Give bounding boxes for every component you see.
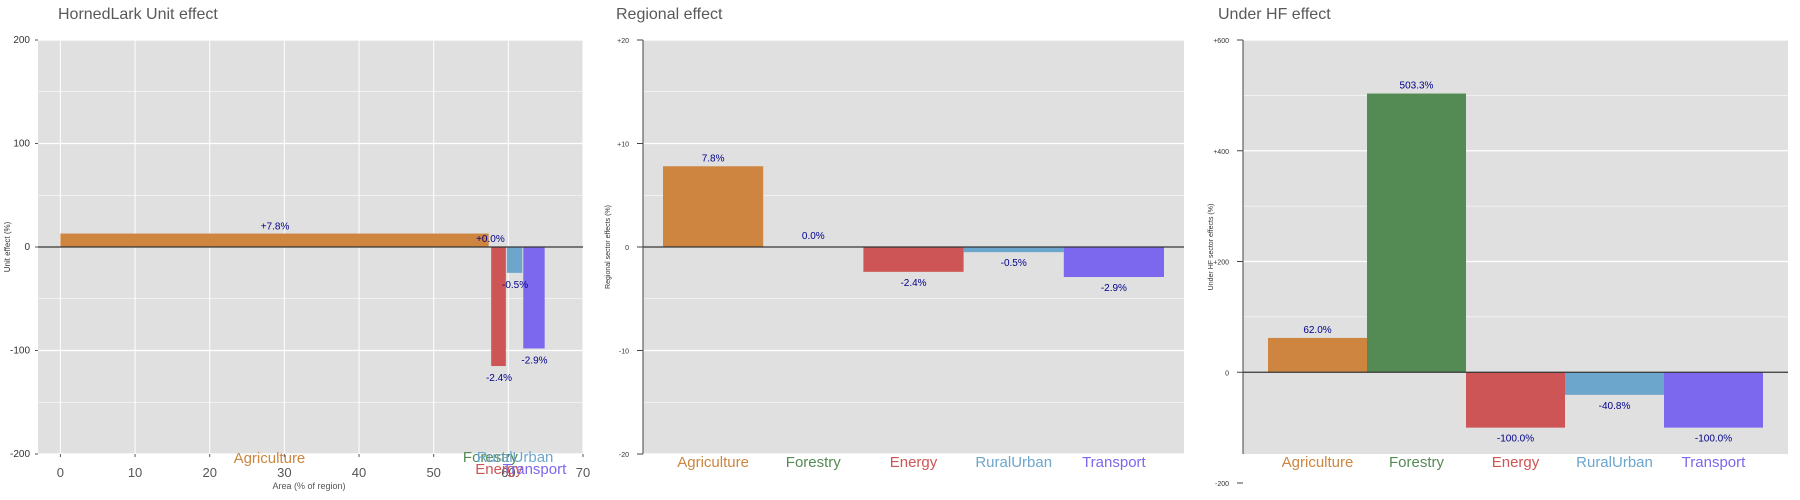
category-label-energy: Energy xyxy=(890,454,938,471)
value-label-agriculture: 62.0% xyxy=(1303,325,1331,336)
category-labels-unit-effect: Agriculture ForestryEnergyRuralUrbanTrans… xyxy=(234,449,568,478)
y-axis-title-unit-effect: Unit effect (%) xyxy=(3,221,12,272)
value-label-energy: -100.0% xyxy=(1497,434,1534,445)
bar-energy xyxy=(491,247,506,367)
category-label-ruralurban: RuralUrban xyxy=(1576,454,1653,471)
bars-regional-effect xyxy=(643,166,1184,278)
category-label-agriculture: Agriculture xyxy=(234,450,306,467)
y-tick-label: -200 xyxy=(10,449,30,460)
category-label-transport: Transport xyxy=(503,461,567,478)
bar-agriculture xyxy=(60,233,489,247)
category-label-agriculture: Agriculture xyxy=(677,454,749,471)
bar-ruralurban xyxy=(963,247,1064,253)
y-tick-label: +200 xyxy=(1213,260,1229,267)
value-label-ruralurban: -40.8% xyxy=(1599,401,1631,412)
category-labels-under-hf-effect: Agriculture Forestry Energy RuralUrban Trans… xyxy=(1282,454,1746,471)
y-tick-label: +20 xyxy=(617,38,629,45)
chart-panel-under-hf-effect: Under HF effect -200 0 +200 +400 +600 62.0% 5… xyxy=(1208,6,1788,488)
value-label-ruralurban: -0.5% xyxy=(1001,258,1027,269)
category-label-ruralurban: RuralUrban xyxy=(477,449,554,466)
category-label-agriculture: Agriculture xyxy=(1282,454,1354,471)
x-tick-label: 70 xyxy=(576,465,590,480)
y-tick-label: -20 xyxy=(619,452,629,459)
category-label-ruralurban: RuralUrban xyxy=(975,454,1052,471)
y-tick-label: 200 xyxy=(13,35,30,46)
y-tick-label: 0 xyxy=(625,245,629,252)
category-label-transport: Transport xyxy=(1082,454,1146,471)
y-tick-label: +600 xyxy=(1213,38,1229,45)
x-tick-label: 40 xyxy=(352,465,366,480)
chart-title-under-hf-effect: Under HF effect xyxy=(1218,6,1331,23)
bars-unit-effect xyxy=(38,233,583,367)
bar-forestry xyxy=(1367,93,1466,373)
x-tick-label: 60 xyxy=(501,465,515,480)
y-tick-label: 0 xyxy=(24,242,30,253)
y-tick-label: -100 xyxy=(10,346,30,357)
x-tick-label: 30 xyxy=(277,465,291,480)
value-label-agriculture: +7.8% xyxy=(261,222,290,233)
category-label-forestry: Forestry xyxy=(786,454,842,471)
bar-agriculture xyxy=(1268,337,1367,373)
chart-panel-regional-effect: Regional effect -20 -10 0 +10 +20 7.8% 0.0% -2… xyxy=(605,6,1184,471)
category-labels-regional-effect: Agriculture Forestry Energy RuralUrban Trans… xyxy=(677,454,1146,471)
chart-title-regional-effect: Regional effect xyxy=(616,6,723,23)
category-label-energy: Energy xyxy=(1492,454,1540,471)
value-label-transport: -2.9% xyxy=(521,355,547,366)
y-axis-unit-effect: -200 -100 0 100 200 xyxy=(10,35,38,460)
y-axis-title-under-hf-effect: Under HF sector effects (%) xyxy=(1208,204,1215,291)
value-label-forestry: 0.0% xyxy=(802,231,825,242)
value-label-ruralurban: -0.5% xyxy=(502,280,528,291)
x-axis-title-unit-effect: Area (% of region) xyxy=(272,481,345,491)
bar-energy xyxy=(863,247,964,272)
value-label-agriculture: 7.8% xyxy=(702,153,725,164)
bar-transport xyxy=(523,247,545,349)
bar-transport xyxy=(1063,247,1164,278)
chart-title-unit-effect: HornedLark Unit effect xyxy=(58,6,218,23)
value-label-energy: -2.4% xyxy=(486,373,512,384)
y-axis-regional-effect: -20 -10 0 +10 +20 xyxy=(617,38,644,459)
value-labels-unit-effect: +7.8% +0.0% -2.4% -0.5% -2.9% xyxy=(261,222,548,384)
x-axis-unit-effect: 0 10 20 30 40 50 60 70 xyxy=(57,454,590,480)
y-tick-label: -200 xyxy=(1215,481,1229,488)
x-tick-label: 10 xyxy=(128,465,142,480)
value-label-forestry: 503.3% xyxy=(1400,81,1434,92)
y-axis-title-regional-effect: Regional sector effects (%) xyxy=(605,205,612,289)
y-tick-label: 100 xyxy=(13,139,30,150)
x-tick-label: 0 xyxy=(57,465,64,480)
bar-ruralurban xyxy=(506,247,523,273)
category-label-transport: Transport xyxy=(1682,454,1746,471)
bar-ruralurban xyxy=(1565,372,1664,395)
category-label-energy: Energy xyxy=(475,461,523,478)
y-tick-label: 0 xyxy=(1225,370,1229,377)
value-label-transport: -100.0% xyxy=(1695,434,1732,445)
y-axis-under-hf-effect: -200 0 +200 +400 +600 xyxy=(1213,38,1244,488)
y-tick-label: -10 xyxy=(619,349,629,356)
y-tick-label: +400 xyxy=(1213,149,1229,156)
x-tick-label: 20 xyxy=(202,465,216,480)
bars-under-hf-effect xyxy=(1243,93,1788,428)
value-label-transport: -2.9% xyxy=(1101,283,1127,294)
bar-agriculture xyxy=(663,166,764,247)
value-label-energy: -2.4% xyxy=(900,278,926,289)
category-label-forestry: Forestry xyxy=(463,449,519,466)
bar-transport xyxy=(1664,372,1763,428)
category-label-forestry: Forestry xyxy=(1389,454,1445,471)
value-labels-under-hf-effect: 62.0% 503.3% -100.0% -40.8% -100.0% xyxy=(1303,81,1732,445)
value-label-forestry: +0.0% xyxy=(476,234,505,245)
y-tick-label: +10 xyxy=(617,142,629,149)
bar-energy xyxy=(1466,372,1565,428)
value-labels-regional-effect: 7.8% 0.0% -2.4% -0.5% -2.9% xyxy=(702,153,1127,294)
x-tick-label: 50 xyxy=(426,465,440,480)
